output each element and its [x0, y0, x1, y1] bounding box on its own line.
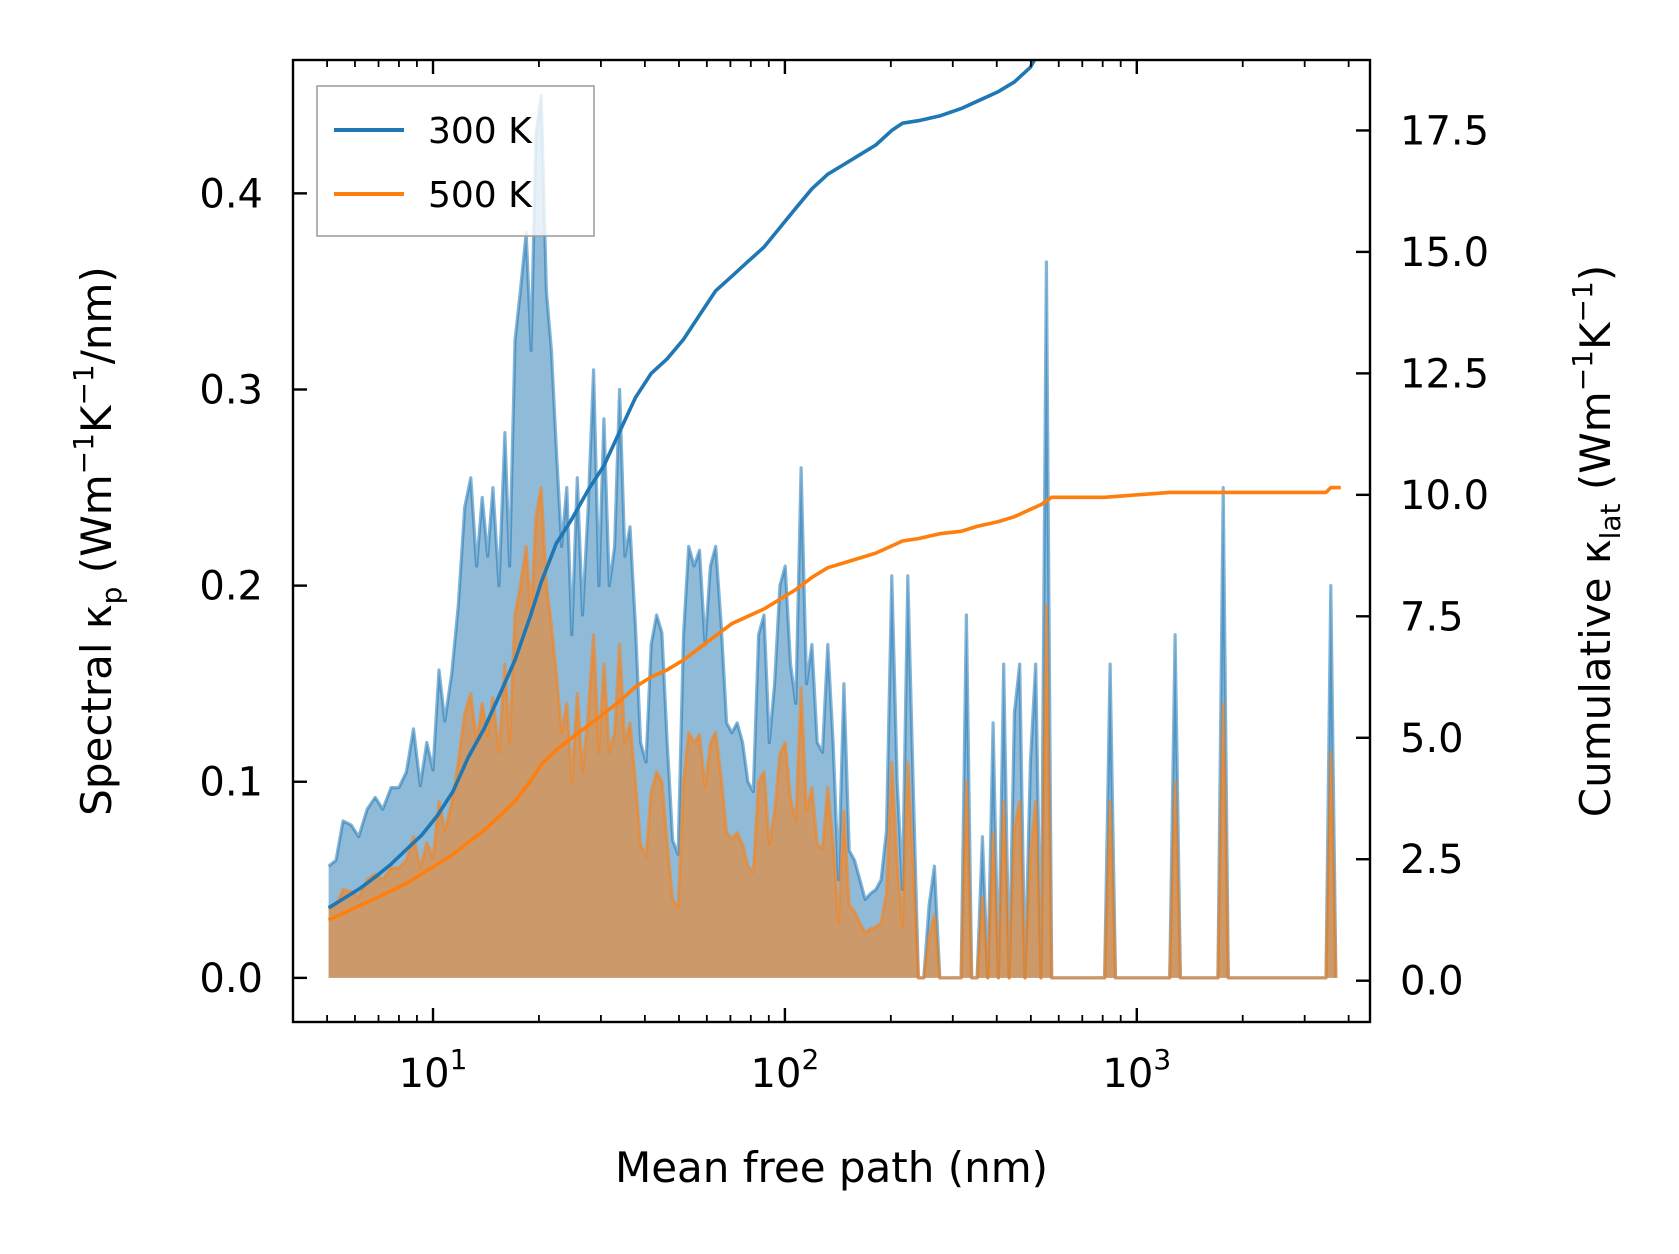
- y-right-tick-label: 0.0: [1400, 959, 1464, 1005]
- y-left-axis-title: Spectral κp (Wm−1K−1/nm): [67, 266, 128, 816]
- y-right-tick-label: 10.0: [1400, 473, 1489, 519]
- legend-label: 500 K: [428, 175, 533, 216]
- x-tick-label: 101: [399, 1043, 468, 1097]
- spectral-line-300k: [327, 93, 1338, 980]
- plot-clip-group: [327, 60, 1341, 980]
- y-left-tick-label: 0.1: [199, 760, 263, 806]
- axes: [291, 58, 1372, 1024]
- y-right-tick-label: 12.5: [1400, 351, 1489, 397]
- y-right-tick-label: 5.0: [1400, 716, 1464, 762]
- legend: 300 K 500 K: [316, 85, 595, 237]
- legend-box: [316, 85, 595, 237]
- legend-label: 300 K: [428, 111, 533, 152]
- x-tick-label: 103: [1102, 1043, 1171, 1097]
- y-right-axis-title: Cumulative κlat (Wm−1K−1): [1566, 265, 1627, 817]
- spectral-area-500k: [328, 487, 1336, 978]
- x-tick-label: 102: [751, 1043, 820, 1097]
- y-left-tick-label: 0.3: [199, 367, 263, 413]
- axis-labels: 101 102 103 0.0 0.1 0.2 0.3 0.4 0.0 2.5 5.0 7.5 10.0…: [67, 108, 1627, 1192]
- y-left-tick-label: 0.4: [199, 171, 263, 217]
- y-right-tick-label: 15.0: [1400, 230, 1489, 276]
- y-left-tick-label: 0.0: [199, 956, 263, 1002]
- cumulative-line-300k: [327, 60, 1037, 910]
- y-right-tick-label: 17.5: [1400, 108, 1489, 154]
- x-axis-title: Mean free path (nm): [615, 1143, 1048, 1192]
- axes-frame: [291, 58, 1372, 1024]
- cumulative-line-500k: [327, 485, 1341, 922]
- y-left-tick-label: 0.2: [199, 564, 263, 610]
- y-right-tick-label: 7.5: [1400, 594, 1464, 640]
- y-right-tick-label: 2.5: [1400, 837, 1464, 883]
- plot-area: [327, 60, 1341, 980]
